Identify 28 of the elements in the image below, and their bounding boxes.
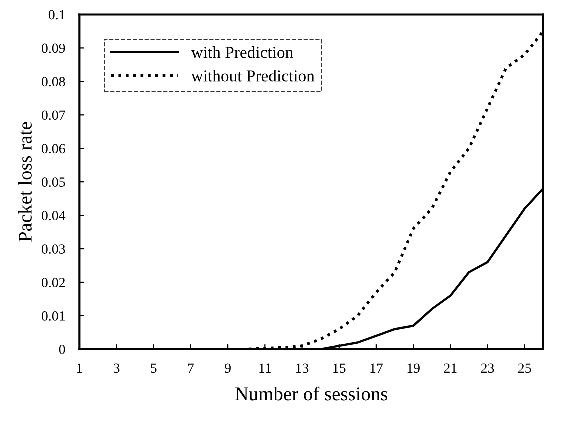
x-tick-label: 13 <box>296 364 309 374</box>
legend-label: without Prediction <box>191 70 315 82</box>
y-tick-label: 0.06 <box>42 144 66 154</box>
x-tick-label: 17 <box>370 364 383 373</box>
y-tick-label: 0.08 <box>42 77 66 87</box>
y-tick-label: 0.05 <box>42 178 66 188</box>
x-tick-label: 21 <box>444 364 457 373</box>
y-tick-label: 0.1 <box>48 10 65 20</box>
y-tick-label: 0.04 <box>42 211 66 221</box>
x-tick-label: 19 <box>408 364 420 374</box>
x-tick-label: 1 <box>77 364 82 373</box>
x-tick-label: 11 <box>260 364 272 373</box>
x-tick-label: 23 <box>481 364 494 374</box>
x-tick-label: 9 <box>225 364 231 374</box>
y-tick-label: 0.01 <box>42 312 65 321</box>
x-tick-label: 7 <box>188 364 194 373</box>
x-tick-label: 3 <box>114 364 120 374</box>
legend-label: with Prediction <box>191 46 294 58</box>
x-tick-label: 15 <box>334 364 346 374</box>
x-tick-label: 25 <box>518 364 532 374</box>
x-axis-title: Number of sessions <box>235 386 388 401</box>
x-tick-label: 5 <box>151 364 157 374</box>
y-tick-label: 0.02 <box>42 278 66 288</box>
y-tick-label: 0.03 <box>42 244 66 254</box>
y-tick-label: 0.09 <box>42 44 66 54</box>
y-tick-label: 0.07 <box>42 110 66 120</box>
y-tick-label: 0 <box>59 345 66 354</box>
y-axis-title: Packet loss rate <box>18 122 32 242</box>
